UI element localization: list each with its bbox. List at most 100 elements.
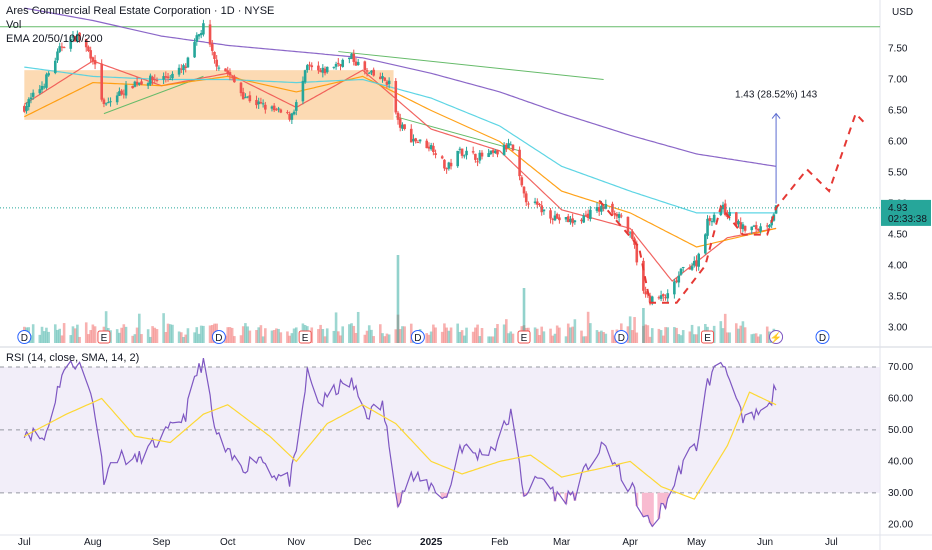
volume-bar	[151, 326, 154, 343]
price-axis-tick: 5.50	[888, 168, 908, 179]
candle-body	[109, 101, 112, 103]
candle-body	[321, 67, 325, 73]
price-axis-tick: 7.50	[888, 43, 908, 54]
volume-bar	[137, 313, 141, 343]
volume-bar	[690, 324, 694, 343]
volume-bar	[681, 330, 685, 343]
candle-body	[719, 208, 723, 216]
candle-body	[255, 99, 258, 106]
volume-bar	[91, 324, 95, 343]
candle-body	[177, 67, 181, 75]
volume-bar	[104, 311, 108, 343]
volume-bar	[184, 334, 188, 343]
candle-body	[595, 207, 599, 211]
candle-body	[290, 113, 294, 120]
candle-body	[334, 63, 338, 67]
candle-body	[542, 209, 546, 212]
price-axis-tick: 6.50	[888, 106, 908, 117]
candle-body	[89, 50, 92, 59]
price-tag-value: 4.93	[888, 203, 908, 214]
volume-bar	[84, 322, 88, 343]
candle-body	[228, 72, 232, 76]
candle-body	[193, 42, 196, 58]
candle-body	[710, 221, 714, 223]
candle-body	[246, 96, 249, 98]
candle-body	[416, 142, 420, 144]
volume-bar	[675, 327, 678, 343]
volume-bar	[124, 326, 128, 343]
volume-bar	[440, 331, 444, 343]
candle-body	[502, 145, 506, 156]
volume-bar	[38, 334, 42, 343]
volume-bar	[478, 336, 482, 343]
volume-bar	[230, 327, 234, 343]
volume-bar	[195, 327, 199, 343]
volume-bar	[754, 333, 758, 343]
volume-bar	[757, 336, 760, 343]
candle-body	[71, 35, 75, 38]
volume-bar	[555, 325, 559, 343]
candle-body	[597, 207, 601, 212]
candle-body	[518, 149, 521, 177]
volume-bar	[476, 324, 479, 343]
candle-body	[589, 209, 592, 219]
volume-bar	[600, 330, 603, 343]
volume-bar	[348, 324, 351, 343]
candle-body	[757, 228, 760, 231]
volume-bar	[363, 334, 367, 343]
candle-body	[675, 280, 678, 282]
candle-body	[558, 217, 561, 221]
candle-body	[648, 295, 652, 303]
volume-bar	[164, 331, 168, 343]
candle-body	[496, 150, 499, 155]
event-marker-label: D	[21, 333, 28, 344]
candle-body	[120, 90, 123, 95]
candle-body	[765, 225, 769, 227]
candle-body	[62, 47, 66, 49]
currency-label: USD	[892, 7, 913, 18]
volume-bar	[719, 321, 723, 343]
candle-body	[432, 145, 435, 153]
candle-body	[396, 112, 400, 120]
candle-body	[76, 33, 79, 42]
candle-body	[166, 76, 170, 79]
rsi-sma-line	[24, 391, 777, 500]
candle-body	[279, 109, 283, 113]
volume-bar	[582, 336, 586, 343]
x-axis-tick: Dec	[354, 537, 372, 548]
dividend-marker	[211, 330, 226, 344]
candle-body	[754, 225, 758, 230]
volume-bar	[739, 325, 743, 343]
candle-body	[367, 72, 371, 74]
candle-body	[650, 296, 654, 303]
candle-body	[363, 61, 367, 71]
volume-bar	[449, 327, 453, 343]
volume-bar	[535, 328, 539, 343]
candle-body	[737, 221, 740, 225]
volume-bar	[432, 324, 435, 343]
volume-bar	[664, 327, 667, 343]
volume-bar	[434, 327, 437, 343]
volume-bar	[69, 335, 73, 343]
candle-body	[487, 153, 490, 157]
ema-label: EMA 20/50/100/200	[6, 33, 103, 45]
volume-bar	[657, 328, 661, 343]
candle-body	[104, 103, 108, 105]
candle-body	[244, 97, 247, 99]
candle-body	[259, 102, 263, 104]
volume-bar	[480, 328, 484, 343]
candle-body	[692, 260, 696, 266]
volume-bar	[131, 335, 134, 343]
volume-bar	[394, 329, 398, 343]
candle-body	[370, 70, 373, 73]
volume-bar	[365, 330, 369, 343]
volume-bar	[244, 323, 247, 343]
candle-body	[520, 177, 524, 186]
volume-bar	[168, 324, 172, 343]
candle-body	[566, 216, 570, 223]
volume-bar	[310, 327, 314, 343]
volume-bar	[56, 329, 59, 343]
volume-bar	[317, 329, 320, 343]
volume-bar	[272, 330, 276, 343]
